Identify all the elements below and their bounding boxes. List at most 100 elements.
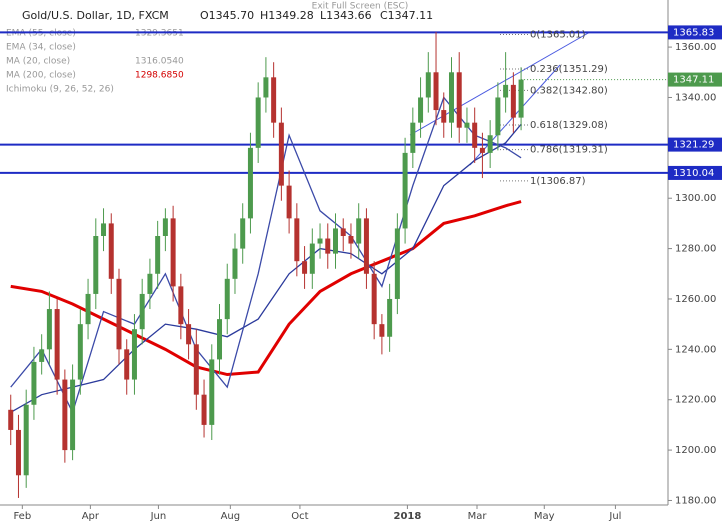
candle-body xyxy=(139,293,145,330)
candle-body xyxy=(371,273,377,325)
ohlc-value: H1349.28 xyxy=(260,9,314,22)
indicator-value: 1316.0540 xyxy=(135,57,184,67)
candle-body xyxy=(402,152,408,229)
fib-label: 0.618(1329.08) xyxy=(530,120,608,131)
level-label: 1321.29 xyxy=(673,140,714,151)
indicator-line xyxy=(10,96,522,415)
candle-body xyxy=(247,147,253,219)
candle-body xyxy=(379,324,385,337)
candle-body xyxy=(294,218,300,262)
x-tick-label: Mar xyxy=(468,511,488,522)
indicator-line xyxy=(10,200,522,377)
level-tag xyxy=(668,25,722,40)
fib-label: 1(1306.87) xyxy=(530,176,586,187)
candle-body xyxy=(302,261,308,274)
candle-body xyxy=(217,319,223,360)
candle-body xyxy=(448,72,454,123)
x-tick-label: Aug xyxy=(221,511,241,522)
candle-body xyxy=(178,286,184,325)
candle-body xyxy=(425,72,431,98)
y-tick-label: 1220.00 xyxy=(675,395,716,406)
candle-body xyxy=(162,218,168,237)
fib-label: 0.786(1319.31) xyxy=(530,145,608,156)
candle-body xyxy=(31,361,37,405)
candle-body xyxy=(472,122,478,148)
indicator-name: MA (20, close) xyxy=(6,57,70,67)
ohlc-value: C1347.11 xyxy=(380,9,433,22)
candle-body xyxy=(333,228,338,254)
x-tick-label: Apr xyxy=(82,511,100,522)
indicator-line xyxy=(10,123,522,413)
candle-body xyxy=(23,404,29,476)
y-tick-label: 1240.00 xyxy=(675,344,716,355)
candle-body xyxy=(224,278,230,320)
indicator-name: MA (200, close) xyxy=(6,71,76,81)
candle-body xyxy=(147,273,153,294)
x-tick-label: Jun xyxy=(150,511,167,522)
candle-body xyxy=(77,324,83,380)
x-tick-label: Feb xyxy=(13,511,31,522)
y-tick-label: 1200.00 xyxy=(675,445,716,456)
candle-body xyxy=(510,84,516,118)
candle-body xyxy=(410,122,416,153)
candle-body xyxy=(101,223,107,237)
candle-body xyxy=(39,349,45,362)
candle-body xyxy=(255,97,261,148)
candle-body xyxy=(263,77,269,98)
fib-label: 0.382(1342.80) xyxy=(530,85,608,96)
indicator-value: 1329.3651 xyxy=(135,29,184,39)
ohlc-value: O1345.70 xyxy=(200,9,254,22)
candle-body xyxy=(518,79,524,118)
candle-body xyxy=(456,72,462,128)
candle-body xyxy=(418,97,424,123)
candle-body xyxy=(271,77,277,123)
y-tick-label: 1360.00 xyxy=(675,42,716,53)
indicator-name: EMA (34, close) xyxy=(6,43,76,53)
candle-body xyxy=(278,122,284,186)
candle-body xyxy=(108,223,114,279)
y-tick-label: 1340.00 xyxy=(675,92,716,103)
candle-body xyxy=(155,236,161,274)
candle-body xyxy=(340,228,346,237)
candle-body xyxy=(15,429,21,476)
candle-body xyxy=(116,278,122,350)
candle-body xyxy=(232,248,238,279)
candle-body xyxy=(124,349,130,380)
candle-body xyxy=(46,309,52,350)
candle-body xyxy=(8,409,14,430)
candle-body xyxy=(433,72,439,111)
x-tick-label: May xyxy=(534,511,555,522)
indicator-name: Ichimoku (9, 26, 52, 26) xyxy=(6,85,114,95)
candle-body xyxy=(487,135,493,153)
level-label: 1365.83 xyxy=(673,27,714,38)
candle-body xyxy=(348,236,354,244)
x-tick-label: Oct xyxy=(291,511,308,522)
candle-body xyxy=(240,218,246,249)
y-tick-label: 1280.00 xyxy=(675,244,716,255)
candle-body xyxy=(62,379,68,451)
last-price-tag xyxy=(668,72,722,87)
candle-body xyxy=(325,238,331,254)
indicator-value: 1298.6850 xyxy=(135,71,184,81)
fib-label: 0(1365.01) xyxy=(530,29,586,40)
ohlc-value: L1343.66 xyxy=(320,9,372,22)
candle-body xyxy=(394,228,400,299)
candle-body xyxy=(363,218,369,274)
exit-fullscreen[interactable]: Exit Full Screen (ESC) xyxy=(312,2,409,12)
candle-body xyxy=(286,185,292,219)
y-tick-label: 1180.00 xyxy=(675,495,716,506)
fib-label: 0.236(1351.29) xyxy=(530,64,608,75)
candle-body xyxy=(209,359,215,425)
candle-body xyxy=(193,344,199,395)
candle-body xyxy=(495,97,501,136)
chart-title: Gold/U.S. Dollar, 1D, FXCM xyxy=(22,9,169,22)
x-tick-label: 2018 xyxy=(393,511,421,522)
candle-body xyxy=(201,394,207,425)
candle-body xyxy=(93,236,99,294)
x-tick-label: Jul xyxy=(608,511,621,522)
candle-body xyxy=(186,324,192,345)
level-tag xyxy=(668,165,722,180)
candle-body xyxy=(131,329,137,380)
